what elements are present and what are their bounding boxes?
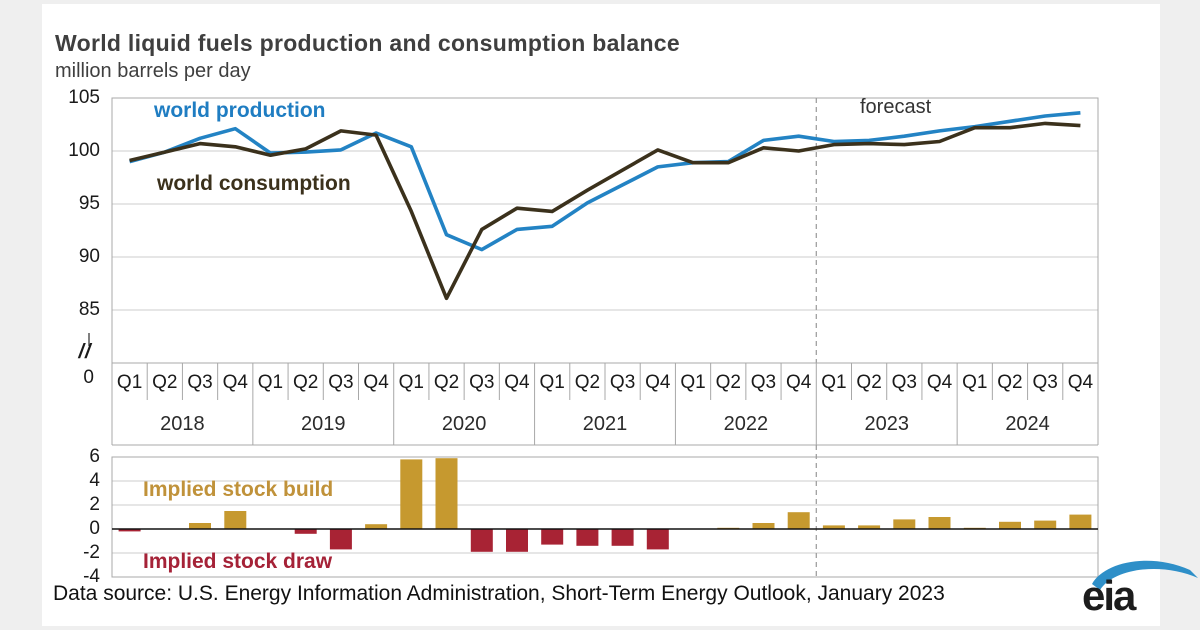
quarter-label: Q2 (433, 372, 460, 393)
quarter-label: Q3 (891, 372, 917, 393)
bottom-y-tick-label: 0 (89, 518, 100, 539)
world-production-label: world production (154, 99, 326, 122)
chart-subtitle: million barrels per day (55, 60, 251, 82)
stock-change-bar (294, 529, 317, 534)
implied-stock-draw-label: Implied stock draw (143, 550, 333, 573)
quarter-label: Q2 (997, 372, 1023, 393)
world-consumption-label: world consumption (157, 172, 351, 195)
quarter-label: Q3 (328, 372, 354, 393)
bottom-y-tick-label: -4 (83, 566, 100, 587)
stock-change-bar (787, 512, 810, 529)
quarter-label: Q1 (539, 372, 565, 393)
year-label: 2024 (1005, 413, 1050, 435)
stock-change-bar (470, 529, 493, 552)
quarter-label: Q3 (469, 372, 495, 393)
stock-change-bar (752, 523, 775, 529)
quarter-label: Q2 (715, 372, 741, 393)
bottom-y-tick-label: 4 (89, 470, 100, 491)
year-label: 2022 (723, 413, 769, 435)
stock-change-bar (541, 529, 564, 545)
stock-change-bar (822, 525, 845, 529)
quarter-label: Q4 (504, 372, 530, 393)
chart-card: World liquid fuels production and consum… (42, 4, 1198, 626)
quarter-label: Q4 (926, 372, 953, 393)
quarter-label: Q2 (152, 372, 178, 393)
top-y-tick-label: 100 (68, 140, 100, 161)
stock-change-bar (506, 529, 528, 552)
year-label: 2021 (582, 413, 628, 435)
quarter-label: Q3 (187, 372, 213, 393)
quarter-label: Q1 (398, 372, 424, 393)
stock-change-bar (400, 459, 423, 529)
stock-change-bar (189, 523, 211, 529)
top-y-tick-label: 90 (78, 246, 100, 267)
year-label: 2023 (864, 413, 909, 435)
chart-title: World liquid fuels production and consum… (55, 30, 680, 56)
eia-logo: eia (1078, 554, 1200, 620)
bottom-plot-border (111, 456, 1099, 578)
stock-change-bar (1069, 514, 1092, 529)
bottom-y-tick-label: 2 (89, 494, 100, 515)
top-y-tick-label: 95 (78, 193, 100, 214)
quarter-label: Q4 (785, 372, 812, 393)
quarter-label: Q2 (574, 372, 601, 393)
stock-change-bar (224, 511, 247, 529)
data-source-text: Data source: U.S. Energy Information Adm… (53, 582, 945, 605)
quarter-label: Q3 (609, 372, 636, 393)
forecast-label: forecast (860, 96, 932, 118)
axis-break-icon: // (78, 341, 92, 363)
stock-change-bar (329, 529, 352, 550)
quarter-label: Q1 (680, 372, 706, 393)
year-label: 2019 (301, 413, 346, 435)
quarter-label: Q4 (222, 372, 248, 393)
consumption-line (129, 121, 1081, 301)
axis-zero-label: 0 (83, 367, 94, 388)
top-y-tick-label: 105 (68, 87, 100, 108)
year-label: 2020 (441, 413, 487, 435)
eia-logo-text: eia (1082, 572, 1136, 619)
stock-change-bar (576, 529, 599, 546)
quarter-label: Q3 (1032, 372, 1058, 393)
quarter-label: Q4 (645, 372, 671, 393)
stock-change-bar (893, 519, 916, 529)
top-y-tick-label: 85 (78, 299, 100, 320)
stock-change-bar (999, 521, 1021, 529)
implied-stock-build-label: Implied stock build (143, 478, 334, 501)
stock-change-bar (1034, 520, 1057, 529)
stock-change-bar (435, 458, 458, 529)
quarter-label: Q1 (962, 372, 988, 393)
quarter-label: Q1 (821, 372, 847, 393)
bottom-y-tick-label: 6 (89, 446, 100, 467)
charts-canvas (88, 97, 1099, 578)
eia-swoosh-icon (1092, 560, 1198, 590)
quarter-label: Q3 (750, 372, 777, 393)
bottom-y-tick-label: -2 (83, 542, 100, 563)
quarter-label: Q4 (1067, 372, 1094, 393)
quarter-label: Q2 (292, 372, 319, 393)
quarter-label: Q1 (257, 372, 284, 393)
quarter-label: Q2 (856, 372, 882, 393)
stock-change-bar (611, 529, 634, 546)
year-label: 2018 (160, 413, 205, 435)
stock-change-bar (365, 524, 388, 529)
quarter-label: Q4 (363, 372, 389, 393)
stock-change-bar (928, 517, 951, 529)
stock-change-bar (858, 525, 881, 529)
quarter-label: Q1 (116, 372, 143, 393)
stock-change-bar (646, 529, 669, 550)
stock-change-bar (118, 529, 141, 532)
